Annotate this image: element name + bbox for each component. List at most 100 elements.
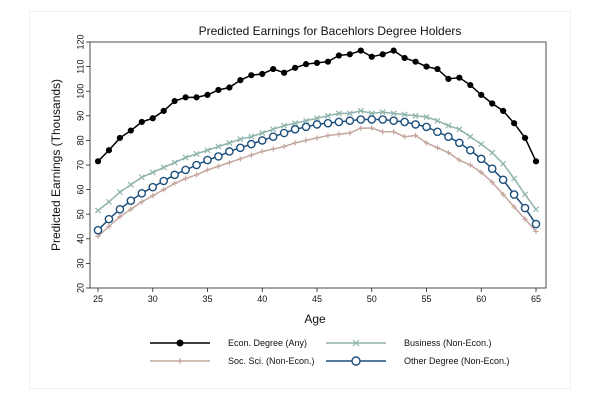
y-tick-label: 70	[75, 160, 85, 170]
data-point	[171, 159, 178, 166]
data-point	[259, 70, 266, 78]
data-point	[511, 175, 518, 182]
data-point	[511, 204, 517, 210]
data-point	[423, 140, 430, 146]
data-point	[522, 191, 529, 198]
data-point	[176, 339, 184, 347]
series-0	[94, 47, 540, 165]
data-point	[324, 58, 332, 65]
data-point	[323, 118, 333, 128]
data-point	[379, 109, 386, 116]
data-point	[389, 116, 398, 126]
data-point	[279, 128, 289, 138]
data-point	[204, 91, 211, 98]
data-point	[400, 117, 409, 127]
series-3	[93, 115, 541, 235]
chart-title: Predicted Earnings for Bacehlors Degree …	[199, 24, 462, 38]
data-point	[215, 86, 222, 94]
data-point	[444, 132, 453, 142]
data-point	[126, 196, 136, 205]
data-point	[368, 110, 375, 117]
data-point	[281, 69, 288, 76]
data-point	[137, 188, 147, 198]
x-axis: 25 30 35 40 45 50 55 60 65	[93, 288, 541, 304]
x-tick-label: 50	[367, 294, 377, 304]
data-point	[290, 125, 300, 134]
data-point	[160, 164, 167, 171]
data-point	[532, 158, 540, 165]
data-point	[411, 120, 420, 129]
data-point	[445, 75, 452, 83]
data-point	[127, 181, 134, 188]
data-point	[456, 74, 463, 81]
data-point	[412, 132, 419, 139]
data-point	[369, 125, 375, 131]
data-point	[478, 91, 485, 98]
x-tick-label: 45	[312, 294, 322, 304]
data-point	[226, 159, 232, 166]
data-point	[367, 115, 377, 124]
data-point	[521, 134, 529, 142]
data-point	[510, 120, 518, 127]
data-point	[378, 115, 388, 124]
data-point	[314, 135, 320, 141]
data-point	[93, 225, 103, 235]
data-point	[422, 122, 431, 132]
data-point	[379, 51, 386, 58]
y-tick-label: 110	[75, 59, 85, 73]
data-point	[325, 132, 331, 139]
data-point	[104, 214, 114, 224]
data-point	[352, 339, 360, 347]
data-point	[478, 169, 484, 175]
data-point	[192, 160, 201, 170]
data-point	[467, 81, 474, 89]
data-point	[259, 129, 266, 137]
data-point	[334, 117, 344, 127]
y-axis-label: Predicted Earnings (Thousands)	[49, 79, 63, 251]
data-point	[489, 149, 496, 156]
y-tick-label: 30	[75, 258, 85, 268]
data-point	[181, 165, 190, 175]
data-point	[412, 112, 419, 119]
data-point	[259, 148, 265, 155]
data-point	[347, 130, 353, 136]
data-point	[117, 214, 123, 220]
data-point	[204, 167, 211, 173]
data-point	[214, 152, 223, 161]
data-point	[489, 100, 496, 107]
data-point	[170, 170, 179, 180]
data-point	[500, 191, 506, 198]
data-point	[226, 84, 233, 91]
data-point	[351, 356, 361, 366]
x-tick-label: 35	[202, 294, 212, 304]
data-point	[487, 164, 497, 173]
data-point	[248, 152, 254, 158]
data-point	[455, 138, 464, 148]
data-point	[520, 203, 530, 213]
data-point	[116, 134, 124, 142]
data-point	[434, 117, 441, 124]
data-point	[423, 114, 430, 121]
x-tick-label: 65	[531, 294, 541, 304]
legend-label: Econ. Degree (Any)	[228, 338, 307, 348]
legend-label: Other Degree (Non-Econ.)	[404, 356, 510, 366]
data-point	[445, 122, 452, 129]
y-tick-label: 100	[75, 84, 85, 99]
data-point	[149, 115, 156, 122]
data-point	[390, 110, 397, 117]
y-tick-label: 60	[75, 185, 85, 195]
data-point	[434, 145, 441, 151]
data-point	[532, 206, 540, 213]
y-tick-label: 90	[75, 111, 85, 121]
y-tick-label: 120	[75, 34, 85, 49]
data-point	[456, 126, 463, 133]
data-point	[203, 155, 212, 165]
legend-item: Business (Non-Econ.)	[326, 338, 492, 348]
data-point	[434, 65, 441, 73]
data-point	[128, 206, 134, 212]
data-point	[303, 137, 309, 143]
data-point	[281, 122, 288, 129]
series-1	[94, 107, 540, 214]
data-point	[182, 154, 189, 161]
data-point	[150, 193, 156, 199]
